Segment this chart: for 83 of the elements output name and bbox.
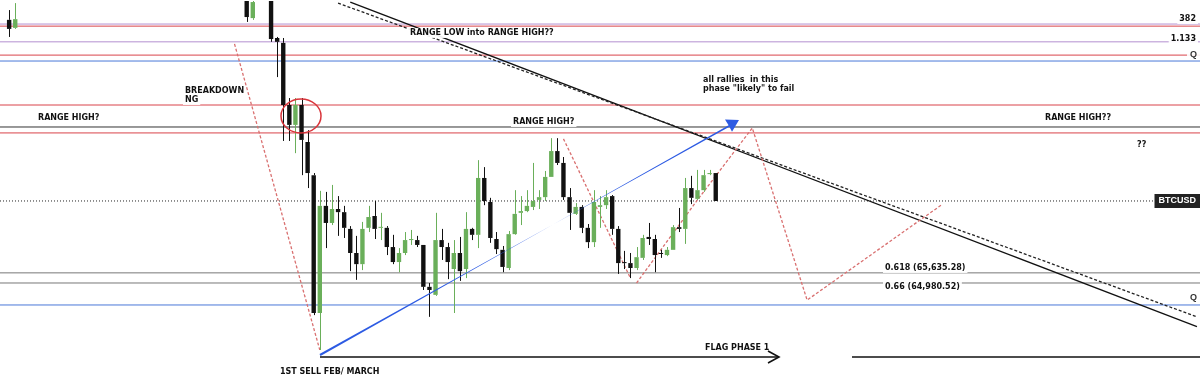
candlestick: [311, 172, 316, 316]
candlestick: [6, 9, 12, 38]
candlestick: [670, 224, 676, 250]
candlestick: [427, 282, 432, 318]
candlestick: [567, 187, 572, 231]
candlestick: [689, 175, 694, 205]
annotation: RANGE HIGH?: [513, 117, 575, 127]
candlestick: [451, 239, 456, 314]
candlestick: [488, 197, 493, 244]
ref-line-label: Q: [1189, 48, 1197, 59]
annotation: RANGE HIGH?: [38, 113, 100, 123]
candlestick: [384, 225, 389, 256]
candlestick: [530, 162, 536, 211]
text: 1ST SELL FEB/ MARCH: [280, 367, 380, 377]
candlestick: [500, 245, 505, 273]
annotation: BREAKDOWN NG: [185, 86, 245, 105]
annotation: 0.618 (65,635.28): [885, 263, 966, 273]
candlestick: [415, 235, 420, 248]
annotation: RANGE HIGH??: [1045, 113, 1112, 123]
candlestick: [390, 234, 396, 265]
annotation: 1.133: [1170, 34, 1196, 44]
candlestick: [652, 234, 658, 273]
candlestick: [287, 97, 292, 142]
candlestick: [299, 97, 304, 176]
candlestick: [244, 1, 249, 23]
candlestick: [494, 231, 499, 255]
candlestick: [341, 205, 347, 239]
candlestick: [421, 244, 426, 291]
candlestick: [463, 211, 469, 279]
candlestick: [609, 196, 615, 236]
candlestick: [475, 159, 481, 249]
candlestick: [281, 37, 286, 142]
candlestick: [482, 166, 487, 206]
candlestick: [329, 184, 335, 226]
candlestick: [293, 97, 298, 154]
candlestick: [549, 137, 554, 177]
candlestick: [457, 236, 463, 282]
candlestick: [348, 225, 353, 272]
candlestick: [439, 228, 444, 261]
candlestick: [622, 250, 627, 270]
candlestick: [512, 189, 517, 235]
ref-line-label: BTCUSD: [1158, 195, 1197, 206]
candlestick: [603, 189, 609, 210]
candlestick: [13, 2, 18, 28]
candlestick: [683, 177, 688, 245]
candlestick: [506, 230, 511, 271]
candlestick: [555, 137, 560, 166]
annotation: all rallies in this phase "likely" to fail: [703, 75, 795, 94]
candlestick: [402, 231, 408, 256]
candlestick: [628, 252, 633, 279]
candlestick: [305, 129, 310, 189]
candlestick: [561, 156, 566, 201]
candlestick: [701, 169, 706, 193]
candlestick: [317, 190, 322, 351]
candlestick: [433, 212, 438, 295]
candlestick: [518, 195, 524, 226]
candlestick: [677, 207, 682, 233]
candlestick: [250, 2, 255, 21]
candlestick: [366, 205, 371, 233]
annotation: FLAG PHASE 1: [705, 343, 770, 353]
candlestick: [268, 1, 274, 43]
candlestick: [323, 191, 329, 249]
candlestick: [372, 200, 377, 240]
candlestick: [536, 189, 542, 210]
candlestick: [597, 195, 603, 229]
candlestick: [445, 242, 450, 280]
candlestick: [591, 189, 597, 248]
candlestick: [360, 221, 365, 271]
candlestick: [378, 212, 383, 241]
annotation: ??: [1137, 140, 1147, 150]
ref-line-label: Q: [1189, 292, 1197, 303]
candlestick: [695, 169, 700, 199]
annotation: 382: [1179, 14, 1196, 24]
candlestick: [354, 235, 359, 281]
candlestick: [573, 202, 578, 214]
annotation: RANGE LOW into RANGE HIGH??: [410, 28, 555, 38]
candlestick: [542, 170, 548, 202]
candlestick: [396, 247, 402, 273]
candlestick: [616, 225, 621, 275]
candlestick: [469, 228, 475, 241]
candlestick: [707, 169, 712, 175]
candlestick: [274, 37, 280, 78]
annotation: 0.66 (64,980.52): [885, 282, 960, 292]
